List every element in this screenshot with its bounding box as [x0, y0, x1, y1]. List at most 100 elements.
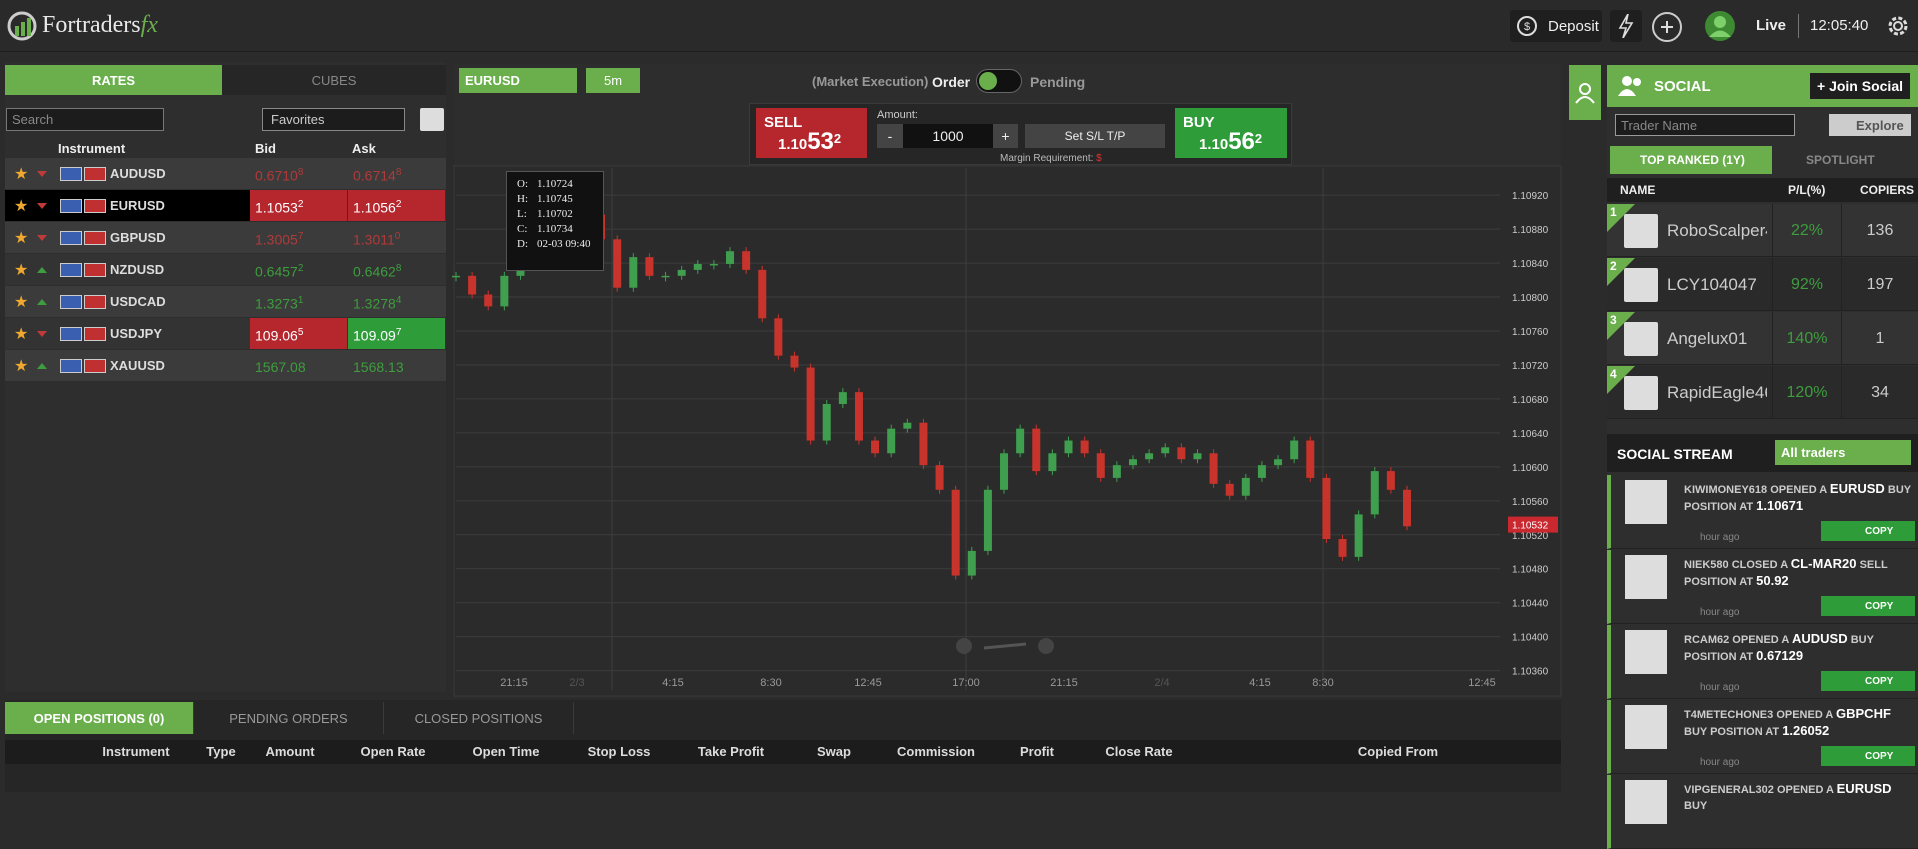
rate-row[interactable]: ★ EURUSD 1.10532 1.10562: [5, 190, 446, 221]
symbol-select[interactable]: EURUSD: [459, 68, 577, 93]
candle: [951, 489, 960, 576]
flag: [60, 167, 82, 181]
sltp-button[interactable]: Set S/L T/P: [1025, 124, 1165, 148]
candle: [1322, 477, 1331, 540]
spotlight-tab[interactable]: SPOTLIGHT: [1806, 153, 1875, 167]
order-toggle[interactable]: [976, 69, 1022, 93]
col-bid: Bid: [255, 141, 276, 156]
tooltip-key: O:: [517, 178, 528, 190]
copy-button[interactable]: COPY: [1821, 596, 1915, 616]
positions-tab[interactable]: PENDING ORDERS: [194, 702, 384, 734]
join-social[interactable]: + Join Social: [1810, 73, 1910, 99]
x-tick-label: 21:15: [1050, 677, 1078, 689]
candle: [1209, 453, 1218, 484]
top-ranked-tab[interactable]: TOP RANKED (1Y): [1610, 146, 1772, 174]
rate-row[interactable]: ★ USDCAD 1.32731 1.32784: [5, 286, 446, 317]
tooltip-key: D:: [517, 238, 528, 250]
copy-button[interactable]: COPY: [1821, 671, 1915, 691]
symbol: AUDUSD: [110, 166, 166, 181]
price-pip: 4: [395, 295, 402, 306]
candle: [1354, 514, 1363, 557]
price-main: 1.1053: [255, 199, 298, 216]
amount-minus[interactable]: -: [877, 124, 903, 148]
explore-button[interactable]: Explore: [1829, 114, 1911, 136]
y-tick-label: 1.10640: [1512, 429, 1549, 440]
sell-label: SELL: [764, 114, 803, 131]
join-label: Join Social: [1829, 78, 1903, 94]
price-frac: 2: [1254, 131, 1263, 146]
amount-input[interactable]: 1000: [903, 124, 993, 148]
price-pips: 56: [1228, 128, 1255, 155]
tab-label: CUBES: [311, 72, 357, 88]
trader-row[interactable]: 4 RapidEagle46 120% 34: [1607, 366, 1918, 419]
tooltip-value: 1.10734: [537, 223, 573, 235]
candle: [1241, 477, 1250, 496]
rate-row[interactable]: ★ AUDUSD 0.67108 0.67148: [5, 158, 446, 189]
trader-row[interactable]: 1 RoboScalper4 22% 136: [1607, 204, 1918, 257]
rate-row[interactable]: ★ USDJPY 109.065 109.097: [5, 318, 446, 349]
candle: [919, 422, 928, 466]
y-tick-label: 1.10880: [1512, 225, 1549, 236]
trader-search[interactable]: Trader Name: [1615, 114, 1795, 136]
positions-tab[interactable]: OPEN POSITIONS (0): [5, 702, 194, 734]
price-main: 1568.13: [353, 359, 404, 375]
flash-button[interactable]: [1610, 10, 1642, 42]
stream-avatar: [1625, 480, 1667, 524]
candle: [500, 275, 509, 307]
positions-column: Type: [206, 744, 236, 759]
rate-row[interactable]: ★ XAUUSD 1567.08 1568.13: [5, 350, 446, 381]
price-tag-box: [1508, 516, 1558, 533]
ask-cell: 1.10562: [348, 190, 445, 221]
stream-filter[interactable]: All traders: [1775, 440, 1911, 465]
user-avatar[interactable]: [1704, 10, 1736, 42]
buy-button[interactable]: BUY 1.10562: [1175, 108, 1287, 158]
stream-item: NIEK580 CLOSED A CL-MAR20 SELL POSITION …: [1607, 550, 1918, 624]
positions-column: Open Rate: [360, 744, 426, 759]
stream-item: VIPGENERAL302 OPENED A EURUSD BUY: [1607, 775, 1918, 849]
bid-cell: 0.64572: [250, 254, 347, 285]
copy-button[interactable]: COPY: [1821, 746, 1915, 766]
trader-row[interactable]: 3 Angelux01 140% 1: [1607, 312, 1918, 365]
ask-price: 109.097: [353, 327, 401, 344]
bid-price: 0.64572: [255, 263, 303, 280]
trader-row[interactable]: 2 LCY104047 92% 197: [1607, 258, 1918, 311]
tooltip-value: 02-03 09:40: [537, 238, 591, 250]
search-input[interactable]: Search: [6, 108, 164, 131]
amount-plus[interactable]: +: [993, 124, 1018, 148]
x-tick-label: 4:15: [1249, 677, 1270, 689]
copy-button[interactable]: COPY: [1821, 521, 1915, 541]
symbol: EURUSD: [110, 198, 165, 213]
y-tick-label: 1.10600: [1512, 463, 1549, 474]
deposit-button[interactable]: Deposit: [1510, 10, 1602, 42]
social-toggle[interactable]: [1569, 65, 1601, 120]
sell-button[interactable]: SELL 1.10532: [756, 108, 867, 158]
settings-icon[interactable]: [1884, 12, 1912, 40]
positions-tab[interactable]: CLOSED POSITIONS: [384, 702, 574, 734]
rate-row[interactable]: ★ GBPUSD 1.30057 1.30110: [5, 222, 446, 253]
cubes-tab[interactable]: CUBES: [222, 65, 446, 95]
tooltip-key: C:: [517, 223, 528, 235]
candle: [1145, 453, 1154, 460]
price-pip: 2: [297, 263, 304, 274]
candle: [1080, 440, 1089, 454]
stream-user: T4METECHONE3: [1684, 709, 1774, 721]
add-button[interactable]: [1652, 12, 1682, 42]
bid-price: 0.67108: [255, 167, 303, 184]
symbol: USDJPY: [110, 326, 163, 341]
layout-button[interactable]: [420, 108, 444, 131]
deposit-icon: $: [1517, 16, 1537, 36]
price-main: 109.06: [255, 327, 298, 344]
y-tick-label: 1.10400: [1512, 633, 1549, 644]
ask-price: 1.30110: [353, 231, 400, 248]
stream-symbol: AUDUSD: [1792, 631, 1848, 646]
trader-copiers: 197: [1866, 275, 1894, 293]
filter-select[interactable]: Favorites: [262, 108, 405, 131]
rates-tab[interactable]: RATES: [5, 65, 222, 95]
star: ★: [14, 294, 29, 311]
flag: [84, 327, 106, 341]
margin-value: $: [1096, 153, 1102, 164]
social-icon: [1575, 82, 1595, 104]
timeframe-button[interactable]: 5m: [586, 68, 640, 93]
rate-row[interactable]: ★ NZDUSD 0.64572 0.64628: [5, 254, 446, 285]
page: {"header":{"logo":"Fortraders","logo_suf…: [0, 10, 1918, 849]
